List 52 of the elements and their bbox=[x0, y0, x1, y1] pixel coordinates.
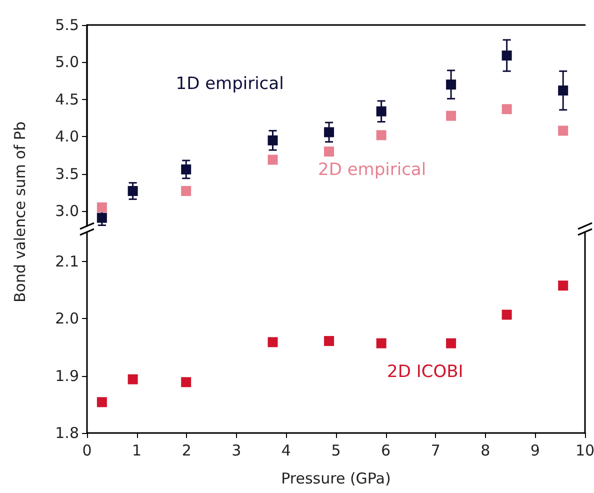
series-label: 2D ICOBI bbox=[387, 362, 464, 382]
point bbox=[502, 310, 512, 320]
x-tick-label: 6 bbox=[381, 442, 391, 460]
point bbox=[181, 377, 192, 388]
point bbox=[502, 50, 512, 61]
point bbox=[96, 212, 107, 223]
y-tick-label: 1.9 bbox=[55, 366, 79, 385]
x-tick-label: 5 bbox=[331, 442, 341, 460]
text: 1D empirical bbox=[176, 74, 284, 94]
point bbox=[558, 280, 568, 291]
point bbox=[502, 104, 512, 114]
y-tick-label: 1.8 bbox=[55, 424, 79, 442]
point bbox=[96, 397, 107, 408]
y-tick-label: 3.5 bbox=[55, 164, 79, 183]
point bbox=[96, 202, 107, 212]
x-tick-label: 3 bbox=[232, 442, 242, 460]
point bbox=[181, 186, 192, 196]
point bbox=[558, 86, 568, 96]
point bbox=[128, 186, 138, 196]
point bbox=[446, 80, 456, 90]
point bbox=[128, 374, 138, 384]
x-tick-label: 8 bbox=[480, 442, 490, 460]
point bbox=[376, 130, 386, 140]
x-tick-label: 9 bbox=[530, 442, 540, 460]
point bbox=[268, 154, 278, 165]
y-tick-label: 2.1 bbox=[55, 252, 79, 271]
x-tick-label: 0 bbox=[82, 442, 92, 460]
point bbox=[376, 106, 386, 116]
point bbox=[324, 127, 334, 138]
point bbox=[181, 164, 192, 174]
point bbox=[268, 337, 278, 348]
point bbox=[268, 135, 278, 146]
point bbox=[324, 336, 334, 346]
y-tick-label: 2.0 bbox=[55, 310, 79, 328]
x-tick-label: 10 bbox=[575, 442, 594, 460]
point bbox=[558, 126, 568, 136]
x-axis-title: Pressure (GPa) bbox=[281, 470, 391, 488]
point bbox=[324, 146, 334, 157]
point bbox=[446, 338, 456, 348]
y-tick-label: 5.0 bbox=[55, 53, 79, 72]
y-tick-label: 5.5 bbox=[55, 16, 79, 34]
x-tick-label: 2 bbox=[182, 442, 192, 460]
series-label: 2D empirical bbox=[318, 160, 426, 180]
point bbox=[446, 110, 456, 121]
y-axis-title: Bond valence sum of Pb bbox=[11, 122, 29, 302]
x-tick-label: 4 bbox=[281, 442, 291, 460]
point bbox=[376, 338, 386, 348]
x-tick-label: 7 bbox=[430, 442, 440, 460]
y-tick-label: 4.0 bbox=[55, 128, 79, 146]
y-tick-label: 4.5 bbox=[55, 90, 79, 108]
x-tick-label: 1 bbox=[132, 442, 142, 460]
y-tick-label: 3.0 bbox=[55, 202, 79, 220]
